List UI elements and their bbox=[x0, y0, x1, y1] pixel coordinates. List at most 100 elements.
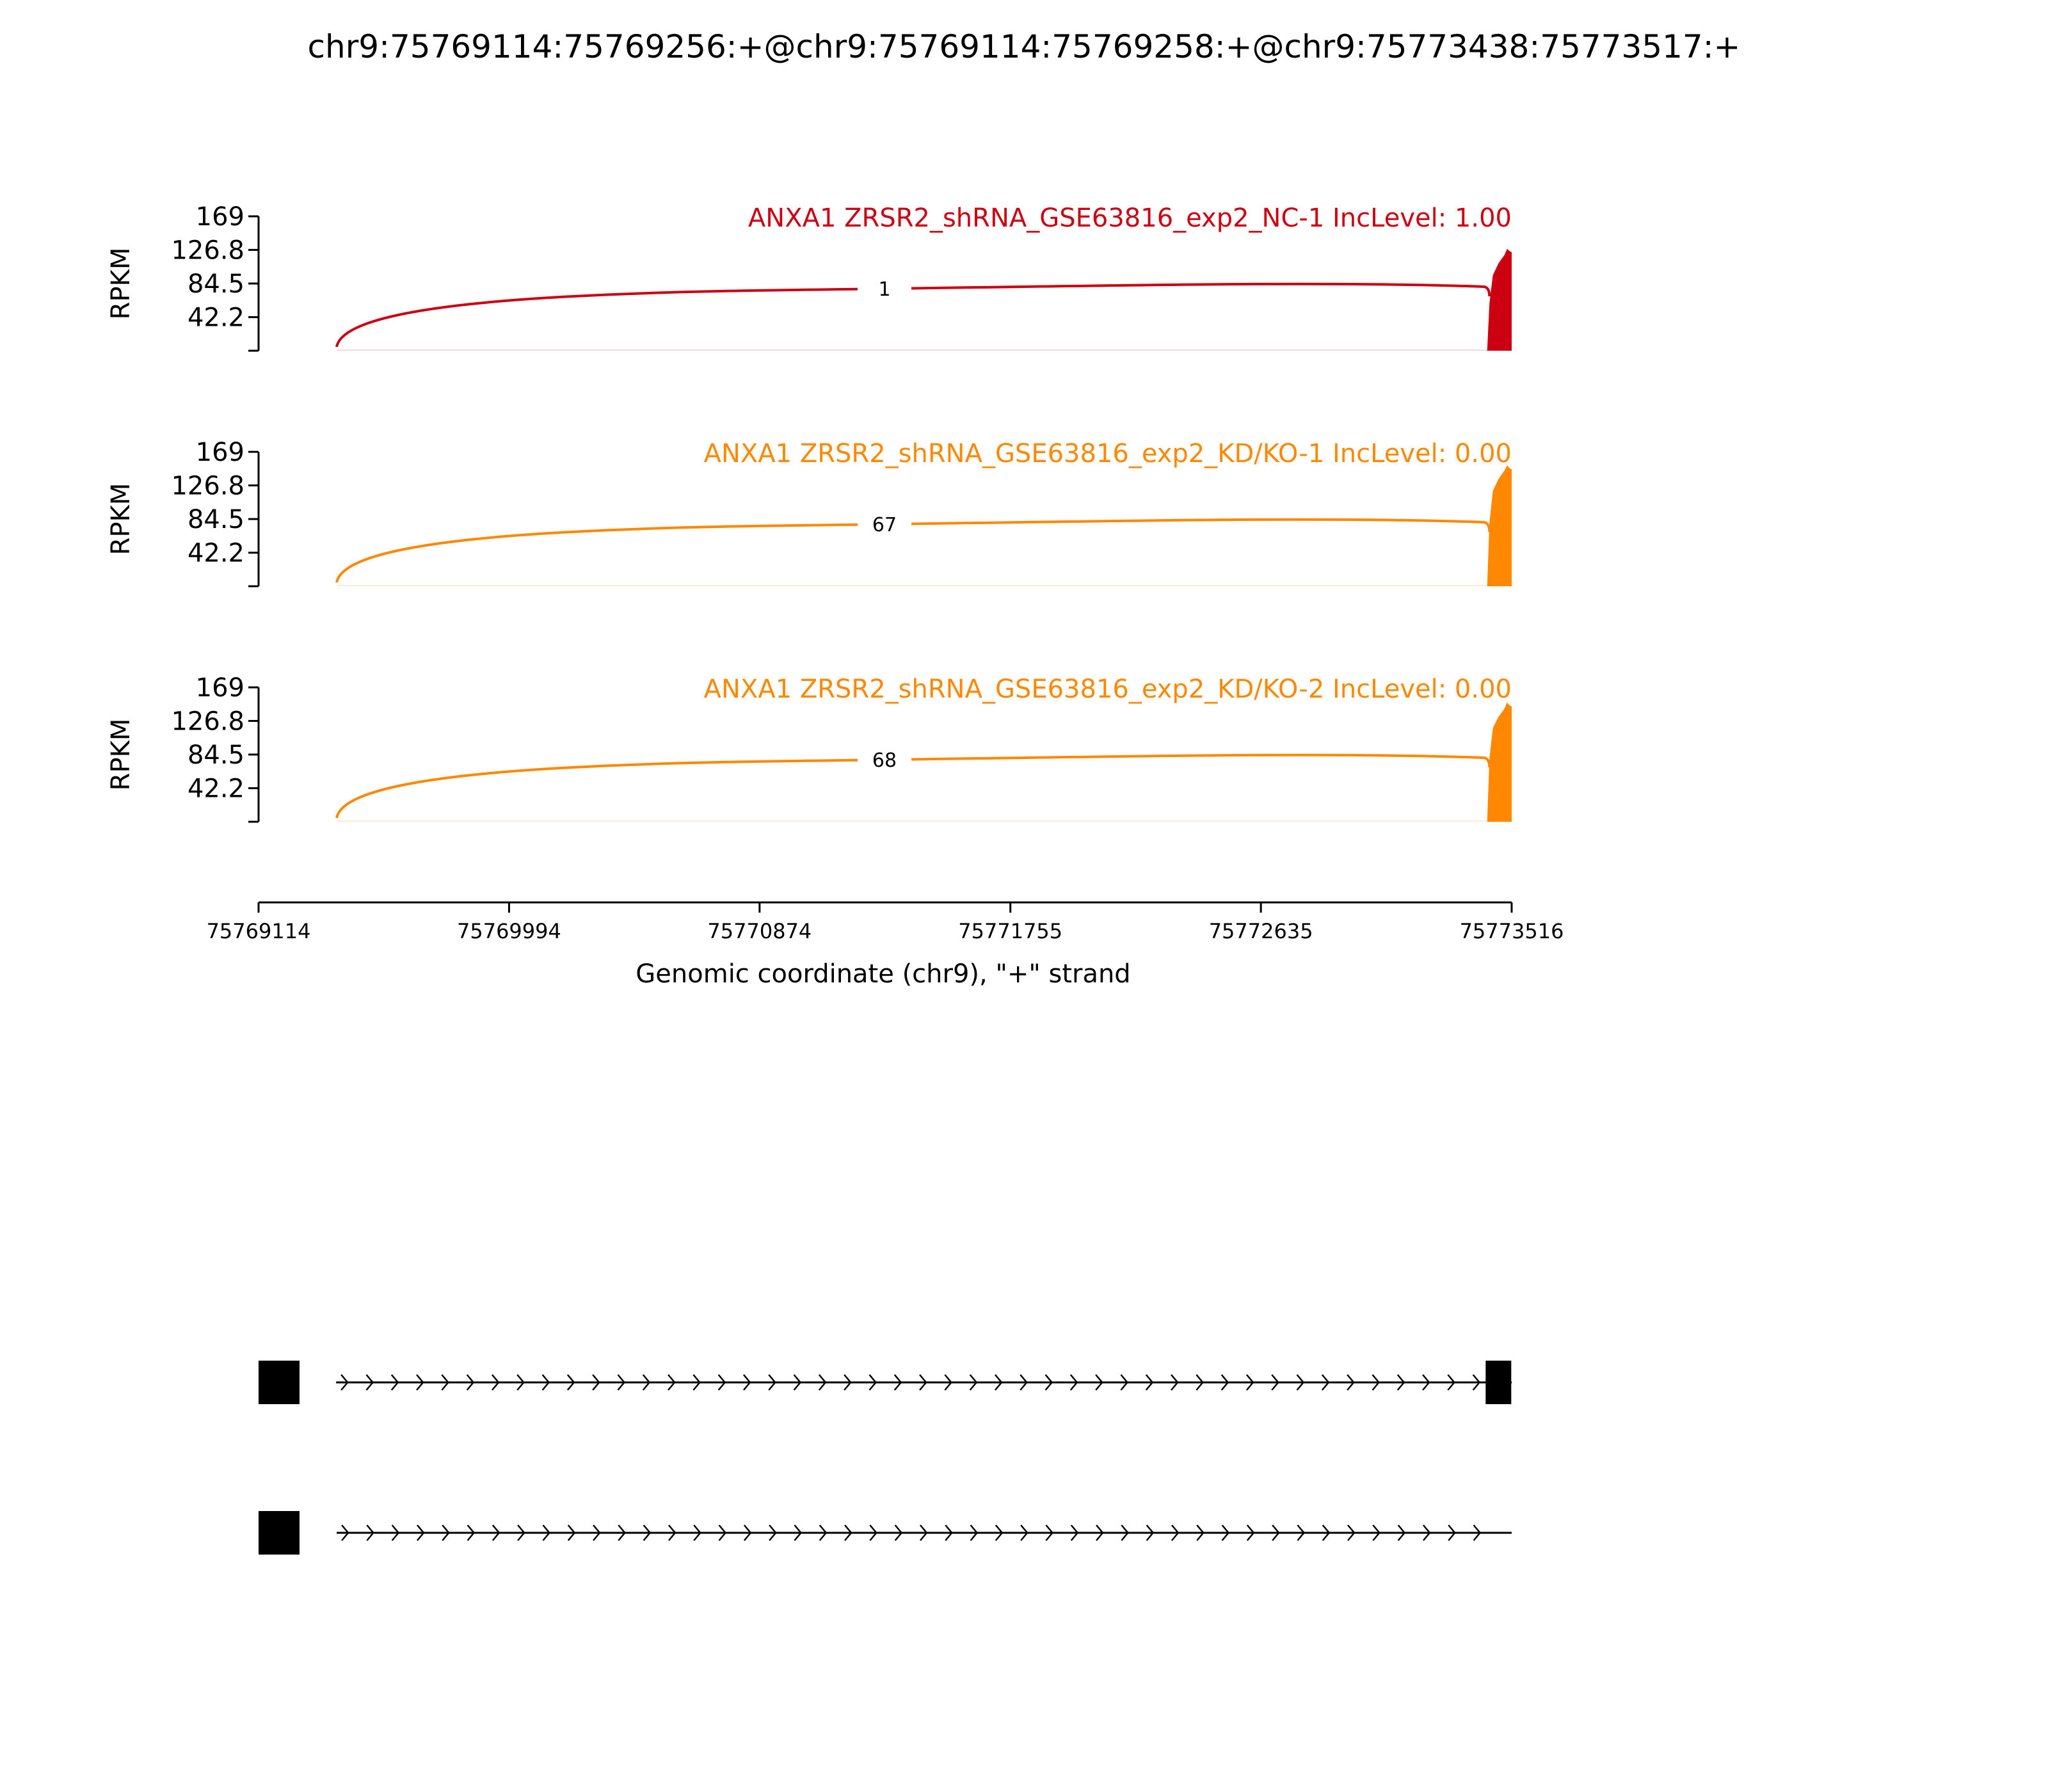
junction-count: 67 bbox=[872, 514, 897, 536]
strand-arrow bbox=[794, 1524, 803, 1541]
coverage-tracks: 169 126.8 84.5 42.2 RPKM ANXA1 ZRSR2_shRNA_GS… bbox=[106, 202, 1512, 823]
strand-arrow bbox=[793, 1374, 802, 1391]
junction-count-bg bbox=[858, 275, 911, 301]
strand-arrow bbox=[1121, 1524, 1129, 1541]
strand-arrow bbox=[944, 1374, 952, 1391]
strand-arrow bbox=[1472, 1374, 1481, 1391]
y-tick-label: 169 bbox=[196, 438, 244, 467]
strand-arrow bbox=[1221, 1524, 1230, 1541]
strand-arrow bbox=[341, 1524, 349, 1541]
junction-count: 1 bbox=[878, 278, 890, 301]
isoform-structures bbox=[259, 1361, 1512, 1555]
x-tick-label: 75769994 bbox=[457, 919, 561, 943]
strand-arrow bbox=[868, 1374, 877, 1391]
strand-arrow bbox=[566, 1374, 575, 1391]
strand-arrow bbox=[416, 1524, 425, 1541]
strand-arrow bbox=[743, 1524, 752, 1541]
strand-arrow bbox=[1347, 1524, 1356, 1541]
strand-arrow bbox=[919, 1374, 927, 1391]
strand-arrow bbox=[1397, 1524, 1406, 1541]
strand-arrow bbox=[1044, 1374, 1053, 1391]
y-tick-label: 42.2 bbox=[188, 303, 244, 333]
strand-arrow bbox=[1020, 1524, 1028, 1541]
strand-arrow bbox=[642, 1374, 651, 1391]
strand-arrow bbox=[390, 1374, 399, 1391]
y-tick-label: 42.2 bbox=[188, 539, 244, 568]
y-tick-label: 169 bbox=[196, 202, 244, 232]
strand-arrow bbox=[391, 1524, 400, 1541]
strand-arrow bbox=[1171, 1524, 1180, 1541]
y-tick-label: 169 bbox=[196, 673, 244, 703]
track-label: ANXA1 ZRSR2_shRNA_GSE63816_exp2_KD/KO-1 … bbox=[704, 439, 1512, 468]
x-axis-label: Genomic coordinate (chr9), "+" strand bbox=[636, 959, 1130, 989]
strand-arrow bbox=[668, 1374, 676, 1391]
strand-arrow bbox=[492, 1524, 500, 1541]
strand-arrow bbox=[1096, 1524, 1104, 1541]
y-tick-label: 126.8 bbox=[171, 471, 244, 500]
strand-arrow bbox=[617, 1374, 626, 1391]
strand-arrow bbox=[1347, 1374, 1355, 1391]
isoform-1 bbox=[259, 1361, 1512, 1404]
junction-arc bbox=[335, 753, 1491, 819]
strand-arrow bbox=[970, 1524, 979, 1541]
strand-arrow bbox=[995, 1524, 1004, 1541]
junction-count-bg bbox=[858, 511, 911, 536]
y-tick-label: 84.5 bbox=[188, 740, 244, 770]
strand-arrow bbox=[592, 1374, 600, 1391]
strand-arrow bbox=[1272, 1524, 1280, 1541]
y-tick-label: 42.2 bbox=[188, 774, 244, 804]
track-3: 169 126.8 84.5 42.2 RPKM ANXA1 ZRSR2_shRNA_GS… bbox=[106, 673, 1512, 823]
x-tick-label: 75772635 bbox=[1209, 919, 1313, 943]
strand-arrow bbox=[742, 1374, 751, 1391]
junction-arc bbox=[335, 518, 1491, 583]
strand-arrow bbox=[1146, 1524, 1155, 1541]
strand-arrow bbox=[718, 1524, 727, 1541]
x-tick-label: 75769114 bbox=[207, 919, 311, 943]
junction-count-bg bbox=[858, 746, 911, 772]
track-2: 169 126.8 84.5 42.2 RPKM ANXA1 ZRSR2_shRNA_GS… bbox=[106, 438, 1512, 588]
strand-arrow bbox=[618, 1524, 626, 1541]
x-tick-label: 75773516 bbox=[1460, 919, 1564, 943]
y-tick-label: 126.8 bbox=[171, 707, 244, 736]
strand-arrow bbox=[1372, 1374, 1380, 1391]
strand-arrow bbox=[1095, 1374, 1103, 1391]
strand-arrow bbox=[894, 1524, 903, 1541]
chart-title: chr9:75769114:75769256:+@chr9:75769114:7… bbox=[308, 28, 1741, 65]
strand-arrow bbox=[1321, 1374, 1330, 1391]
strand-arrow bbox=[1120, 1374, 1129, 1391]
strand-arrow bbox=[1196, 1524, 1204, 1541]
strand-arrow bbox=[441, 1374, 449, 1391]
strand-arrow bbox=[869, 1524, 877, 1541]
strand-arrow bbox=[593, 1524, 601, 1541]
strand-arrow bbox=[1422, 1374, 1430, 1391]
strand-arrow bbox=[969, 1374, 978, 1391]
strand-arrow bbox=[442, 1524, 450, 1541]
y-tick-label: 126.8 bbox=[171, 236, 244, 265]
strand-arrow bbox=[818, 1374, 827, 1391]
strand-arrow bbox=[643, 1524, 652, 1541]
strand-arrow bbox=[542, 1524, 551, 1541]
strand-arrow bbox=[1448, 1524, 1456, 1541]
strand-arrow bbox=[668, 1524, 676, 1541]
strand-arrow bbox=[945, 1524, 953, 1541]
strand-arrow bbox=[994, 1374, 1003, 1391]
strand-arrow bbox=[844, 1374, 852, 1391]
strand-arrow bbox=[1070, 1524, 1079, 1541]
track-label: ANXA1 ZRSR2_shRNA_GSE63816_exp2_NC-1 Inc… bbox=[748, 204, 1512, 233]
y-tick-label: 84.5 bbox=[188, 505, 244, 534]
strand-arrow bbox=[1396, 1374, 1405, 1391]
x-tick-label: 75771755 bbox=[958, 919, 1062, 943]
strand-arrow bbox=[1447, 1374, 1455, 1391]
strand-arrow bbox=[1372, 1524, 1380, 1541]
y-axis-label: RPKM bbox=[106, 719, 136, 791]
strand-arrow bbox=[466, 1374, 475, 1391]
track-1: 169 126.8 84.5 42.2 RPKM ANXA1 ZRSR2_shRNA_GS… bbox=[106, 202, 1512, 352]
strand-arrow bbox=[893, 1374, 902, 1391]
strand-arrow bbox=[717, 1374, 726, 1391]
strand-arrow bbox=[1296, 1374, 1305, 1391]
strand-arrow bbox=[768, 1374, 776, 1391]
junction-count: 68 bbox=[872, 749, 897, 772]
strand-arrow bbox=[844, 1524, 852, 1541]
strand-arrow bbox=[516, 1374, 525, 1391]
